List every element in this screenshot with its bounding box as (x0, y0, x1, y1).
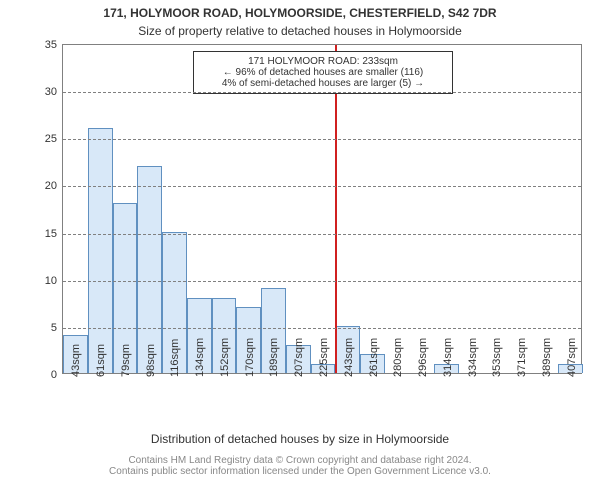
bar (88, 128, 113, 373)
annotation-line: 4% of semi-detached houses are larger (5… (200, 78, 446, 89)
footer-line-1: Contains HM Land Registry data © Crown c… (0, 455, 600, 466)
y-tick-label: 15 (45, 228, 63, 240)
gridline (63, 186, 581, 187)
x-tick-label: 296sqm (415, 338, 429, 377)
figure: 171, HOLYMOOR ROAD, HOLYMOORSIDE, CHESTE… (0, 0, 600, 500)
x-tick-label: 261sqm (366, 338, 380, 377)
y-tick-label: 20 (45, 180, 63, 192)
x-axis-label: Distribution of detached houses by size … (0, 432, 600, 446)
x-tick-label: 98sqm (143, 344, 157, 377)
gridline (63, 139, 581, 140)
x-tick-label: 389sqm (539, 338, 553, 377)
bar (137, 166, 162, 373)
x-tick-label: 61sqm (93, 344, 107, 377)
x-tick-label: 353sqm (489, 338, 503, 377)
annotation-line: 171 HOLYMOOR ROAD: 233sqm (200, 56, 446, 67)
x-tick-label: 225sqm (316, 338, 330, 377)
x-tick-label: 189sqm (266, 338, 280, 377)
x-tick-label: 170sqm (242, 338, 256, 377)
y-tick-label: 30 (45, 86, 63, 98)
y-tick-label: 25 (45, 133, 63, 145)
x-tick-label: 116sqm (167, 339, 181, 377)
y-tick-label: 35 (45, 39, 63, 51)
plot-area: 171 HOLYMOOR ROAD: 233sqm← 96% of detach… (62, 44, 582, 374)
bars-layer (63, 45, 581, 373)
x-tick-label: 314sqm (440, 338, 454, 377)
annotation-line: ← 96% of detached houses are smaller (11… (200, 67, 446, 78)
x-tick-label: 371sqm (514, 338, 528, 377)
x-tick-label: 243sqm (341, 338, 355, 377)
title-line-1: 171, HOLYMOOR ROAD, HOLYMOORSIDE, CHESTE… (0, 6, 600, 20)
gridline (63, 92, 581, 93)
x-tick-label: 43sqm (68, 344, 82, 377)
x-tick-label: 407sqm (564, 338, 578, 377)
y-tick-label: 5 (51, 322, 63, 334)
x-tick-label: 334sqm (465, 338, 479, 377)
gridline (63, 328, 581, 329)
y-tick-label: 0 (51, 369, 63, 381)
x-tick-label: 152sqm (217, 338, 231, 377)
y-tick-label: 10 (45, 275, 63, 287)
x-tick-label: 79sqm (118, 344, 132, 377)
reference-line (335, 45, 337, 373)
footer-line-2: Contains public sector information licen… (0, 466, 600, 477)
footer: Contains HM Land Registry data © Crown c… (0, 455, 600, 477)
gridline (63, 234, 581, 235)
title-line-2: Size of property relative to detached ho… (0, 24, 600, 38)
annotation-box: 171 HOLYMOOR ROAD: 233sqm← 96% of detach… (193, 51, 453, 94)
x-tick-label: 134sqm (192, 338, 206, 377)
x-tick-label: 280sqm (390, 338, 404, 377)
x-tick-label: 207sqm (291, 338, 305, 377)
gridline (63, 281, 581, 282)
